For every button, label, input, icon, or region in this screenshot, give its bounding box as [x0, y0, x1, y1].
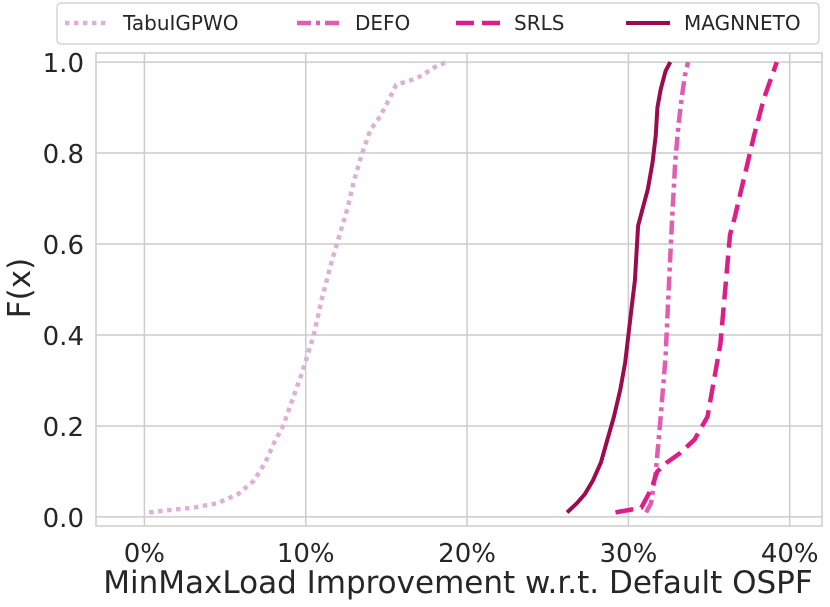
legend-label-magnneto: MAGNNETO — [684, 11, 801, 35]
legend-entries: TabuIGPWO DEFO SRLS MAGNNETO — [65, 11, 801, 35]
x-axis-ticks: 0% 10% 20% 30% 40% — [124, 539, 819, 569]
y-tick-label: 0.4 — [43, 322, 84, 352]
y-tick-label: 0.8 — [43, 140, 84, 170]
y-axis-ticks: 0.0 0.2 0.4 0.6 0.8 1.0 — [43, 49, 84, 534]
series-line-tabuigpwo — [148, 59, 449, 515]
x-tick-label: 30% — [600, 539, 658, 569]
legend-label-tabuigpwo: TabuIGPWO — [122, 11, 239, 35]
grid — [96, 53, 822, 526]
y-tick-label: 0.0 — [43, 504, 84, 534]
legend-label-srls: SRLS — [514, 11, 564, 35]
legend-box — [56, 2, 820, 45]
plot-area — [95, 52, 823, 527]
y-axis-title: F(x) — [2, 258, 38, 318]
x-tick-label: 10% — [277, 539, 335, 569]
x-tick-label: 0% — [124, 539, 165, 569]
series-line-srls — [615, 61, 779, 515]
series-line-magnneto — [565, 61, 673, 514]
y-tick-label: 1.0 — [43, 49, 84, 79]
x-axis-title: MinMaxLoad Improvement w.r.t. Default OS… — [103, 565, 812, 601]
legend-label-defo: DEFO — [355, 11, 410, 35]
plot-frame — [95, 52, 823, 527]
y-tick-label: 0.6 — [43, 231, 84, 261]
y-tick-label: 0.2 — [43, 413, 84, 443]
x-tick-label: 20% — [438, 539, 496, 569]
legend: TabuIGPWO DEFO SRLS MAGNNETO — [56, 2, 820, 45]
series-layer — [148, 59, 779, 515]
x-tick-label: 40% — [761, 539, 819, 569]
